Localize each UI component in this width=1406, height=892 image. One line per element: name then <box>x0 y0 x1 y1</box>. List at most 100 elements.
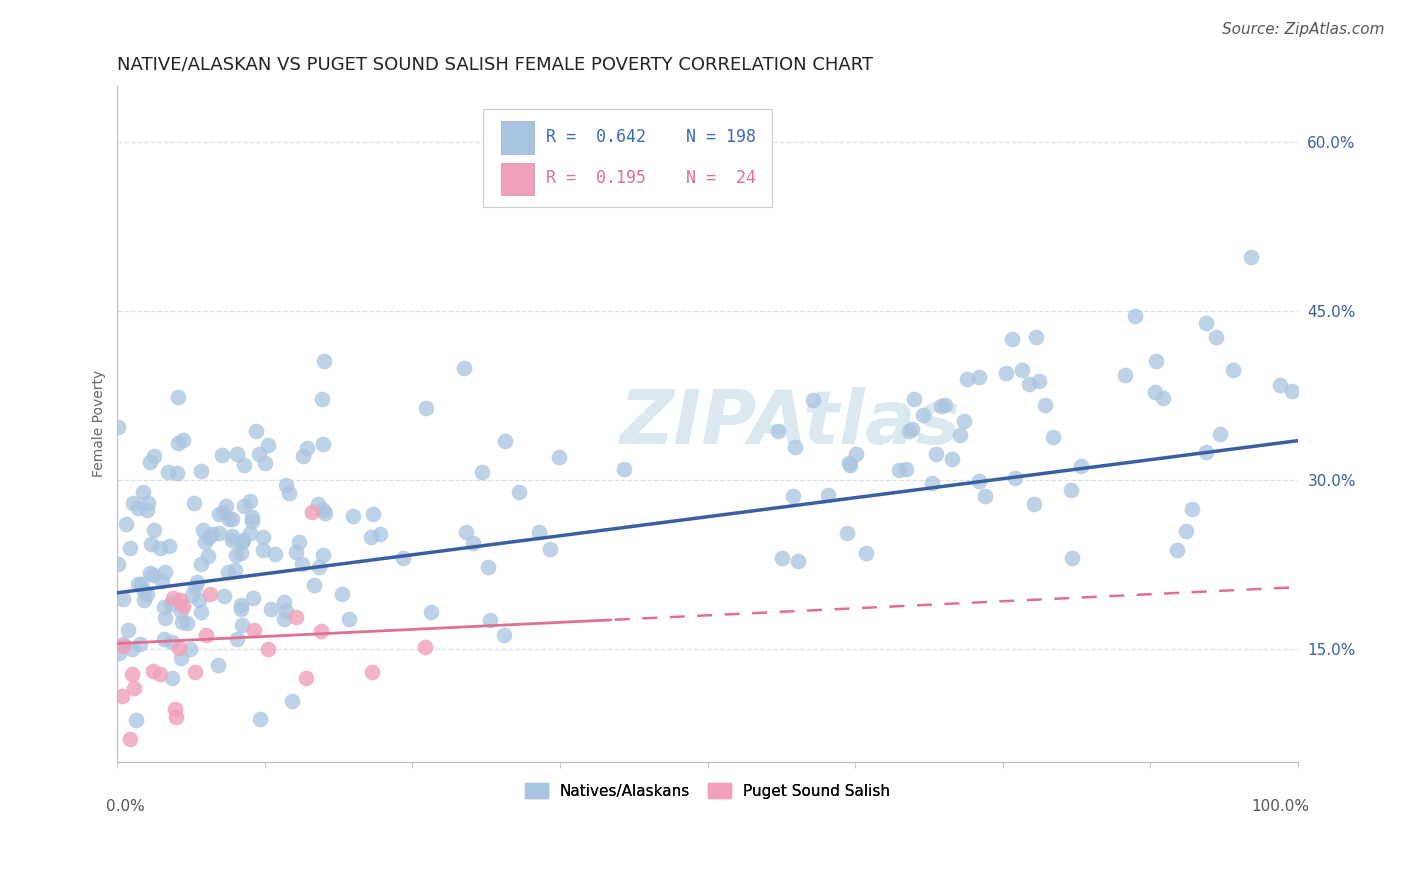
Point <box>494 434 516 448</box>
Point <box>370 527 392 541</box>
Text: Source: ZipAtlas.com: Source: ZipAtlas.com <box>1222 22 1385 37</box>
Point <box>307 497 329 511</box>
Point <box>257 438 280 452</box>
Point <box>165 702 187 716</box>
Point <box>479 613 502 627</box>
Point <box>231 534 253 549</box>
Point <box>149 667 172 681</box>
Point <box>311 392 333 407</box>
Point <box>127 576 149 591</box>
Point <box>169 593 191 607</box>
Point <box>1025 329 1047 343</box>
Point <box>225 548 247 562</box>
Point <box>240 514 263 528</box>
Point <box>1004 470 1026 484</box>
Point <box>160 671 183 685</box>
Point <box>314 506 336 520</box>
Point <box>139 566 162 581</box>
Point <box>180 588 202 602</box>
Point <box>1209 426 1232 441</box>
Point <box>150 574 173 588</box>
Point <box>184 580 207 594</box>
Point <box>1205 329 1227 343</box>
Point <box>260 602 283 616</box>
Point <box>257 642 280 657</box>
Point <box>1194 445 1216 459</box>
Point <box>309 624 332 638</box>
Point <box>308 560 330 574</box>
Text: R =  0.642    N = 198: R = 0.642 N = 198 <box>546 128 756 146</box>
Point <box>302 578 325 592</box>
Y-axis label: Female Poverty: Female Poverty <box>93 370 107 477</box>
Point <box>801 393 824 408</box>
Point <box>312 354 335 368</box>
Point <box>1035 398 1057 412</box>
Point <box>1018 376 1040 391</box>
Point <box>477 559 499 574</box>
Point <box>1144 353 1167 368</box>
Point <box>233 500 256 514</box>
Point <box>111 591 134 606</box>
Point <box>239 493 262 508</box>
Point <box>838 456 860 470</box>
Point <box>548 450 571 464</box>
Point <box>855 545 877 559</box>
Point <box>197 549 219 563</box>
Point <box>420 605 443 619</box>
FancyBboxPatch shape <box>501 162 534 195</box>
Point <box>142 568 165 582</box>
Point <box>121 641 143 656</box>
Point <box>139 537 162 551</box>
Point <box>783 441 806 455</box>
Point <box>157 540 180 554</box>
Point <box>1060 483 1083 498</box>
Point <box>183 665 205 679</box>
Point <box>929 400 952 414</box>
Point <box>191 523 214 537</box>
Point <box>194 535 217 549</box>
Point <box>925 447 948 461</box>
Point <box>231 617 253 632</box>
Point <box>167 640 190 655</box>
Point <box>157 465 180 479</box>
Point <box>887 463 910 477</box>
Point <box>1152 391 1174 405</box>
Point <box>415 401 437 415</box>
Point <box>994 367 1017 381</box>
Text: ZIPAtlas: ZIPAtlas <box>620 387 960 460</box>
Text: 0.0%: 0.0% <box>105 799 145 814</box>
Point <box>120 541 142 555</box>
Point <box>172 599 194 613</box>
Point <box>221 533 243 547</box>
Point <box>273 612 295 626</box>
Point <box>817 488 839 502</box>
Point <box>127 500 149 515</box>
Point <box>952 414 974 428</box>
Point <box>252 543 274 558</box>
Point <box>969 370 991 384</box>
Point <box>295 671 318 685</box>
FancyBboxPatch shape <box>501 121 534 154</box>
Point <box>188 593 211 607</box>
Point <box>211 448 233 462</box>
Point <box>337 612 360 626</box>
Point <box>463 535 485 549</box>
Point <box>240 510 263 524</box>
Point <box>1144 384 1167 399</box>
Point <box>839 458 862 473</box>
Point <box>1166 543 1188 558</box>
Point <box>1268 378 1291 392</box>
Point <box>956 372 979 386</box>
Point <box>835 526 858 541</box>
Text: NATIVE/ALASKAN VS PUGET SOUND SALISH FEMALE POVERTY CORRELATION CHART: NATIVE/ALASKAN VS PUGET SOUND SALISH FEM… <box>118 55 873 73</box>
Point <box>284 544 307 558</box>
Point <box>112 639 135 653</box>
Point <box>118 732 141 747</box>
Point <box>165 710 187 724</box>
Point <box>167 435 190 450</box>
Point <box>160 635 183 649</box>
Point <box>134 593 156 607</box>
Point <box>136 503 159 517</box>
Point <box>453 361 475 376</box>
Point <box>195 628 218 642</box>
